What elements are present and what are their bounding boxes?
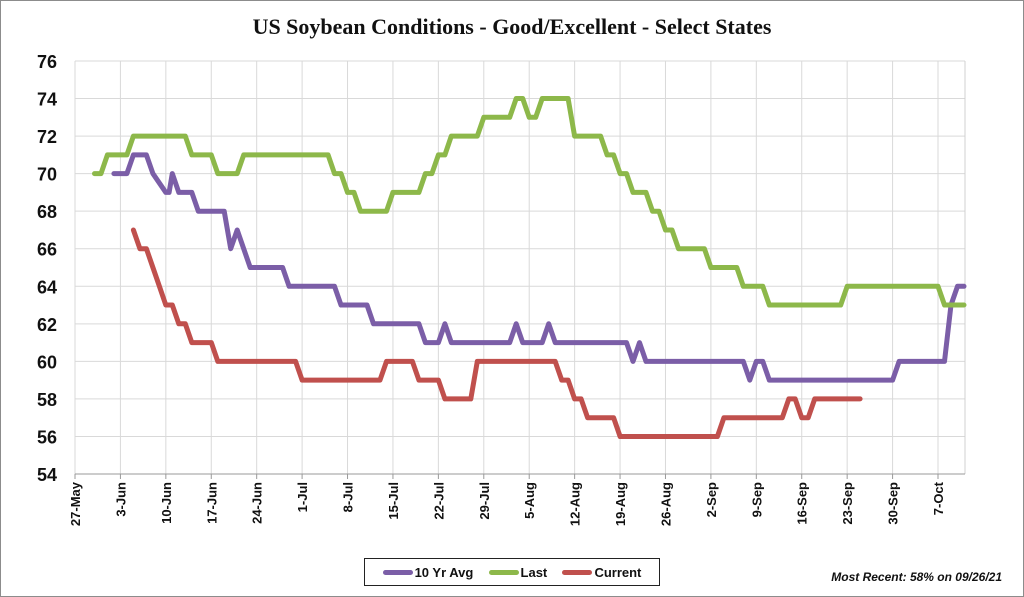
x-tick-label: 19-Aug xyxy=(613,482,628,526)
y-tick-label: 66 xyxy=(37,240,57,260)
y-tick-labels: 54 56 58 60 62 64 66 68 70 72 74 76 xyxy=(37,52,57,485)
series-line-10-yr-avg xyxy=(111,152,967,383)
x-tick-label: 2-Sep xyxy=(704,482,719,517)
legend-label: Current xyxy=(594,564,642,580)
y-tick-label: 64 xyxy=(37,277,57,297)
series-lines xyxy=(92,96,967,439)
y-tick-label: 70 xyxy=(37,165,57,185)
x-tick-labels: 27-May 3-Jun 10-Jun 17-Jun 24-Jun 1-Jul 8-Jul 1… xyxy=(68,481,946,526)
y-tick-label: 72 xyxy=(37,127,57,147)
x-tick-label: 23-Sep xyxy=(840,482,855,525)
y-tick-label: 76 xyxy=(37,52,57,72)
most-recent-annotation: Most Recent: 58% on 09/26/21 xyxy=(831,570,1002,584)
x-tick-label: 8-Jul xyxy=(341,482,356,512)
x-tick-label: 10-Jun xyxy=(159,482,174,524)
y-tick-label: 62 xyxy=(37,315,57,335)
legend-swatch-last xyxy=(488,569,519,575)
y-tick-label: 74 xyxy=(37,90,57,110)
x-tick-label: 27-May xyxy=(68,481,83,526)
gridlines xyxy=(74,60,966,475)
legend-label: Last xyxy=(520,564,548,580)
x-tick-label: 26-Aug xyxy=(658,482,673,526)
x-tick-label: 5-Aug xyxy=(522,482,537,519)
x-tick-label: 9-Sep xyxy=(749,482,764,517)
y-tick-label: 58 xyxy=(37,390,57,410)
series-line-last xyxy=(92,96,967,308)
chart-title: US Soybean Conditions - Good/Excellent -… xyxy=(252,14,772,39)
axes xyxy=(74,473,965,479)
legend-label: 10 Yr Avg xyxy=(414,564,474,580)
y-tick-label: 68 xyxy=(37,202,57,222)
x-tick-label: 1-Jul xyxy=(295,482,310,512)
x-tick-label: 12-Aug xyxy=(568,482,583,526)
legend-swatch-current xyxy=(562,569,593,575)
y-tick-label: 60 xyxy=(37,352,57,372)
x-tick-label: 29-Jul xyxy=(477,482,492,520)
y-tick-label: 56 xyxy=(37,427,57,447)
x-tick-label: 30-Sep xyxy=(886,482,901,525)
series-line-current xyxy=(130,227,863,439)
x-tick-label: 16-Sep xyxy=(795,482,810,525)
x-tick-label: 17-Jun xyxy=(204,482,219,524)
x-tick-label: 22-Jul xyxy=(431,482,446,520)
x-tick-label: 24-Jun xyxy=(250,482,265,524)
x-tick-label: 15-Jul xyxy=(386,482,401,520)
x-tick-label: 3-Jun xyxy=(113,482,128,517)
x-tick-label: 7-Oct xyxy=(931,481,946,515)
legend: 10 Yr Avg Last Current xyxy=(364,558,660,586)
legend-item-10yr-avg: 10 Yr Avg xyxy=(382,564,474,580)
legend-item-current: Current xyxy=(562,565,641,580)
legend-item-last: Last xyxy=(488,564,548,580)
legend-swatch-10yr-avg xyxy=(382,569,413,575)
y-tick-label: 54 xyxy=(37,465,57,485)
